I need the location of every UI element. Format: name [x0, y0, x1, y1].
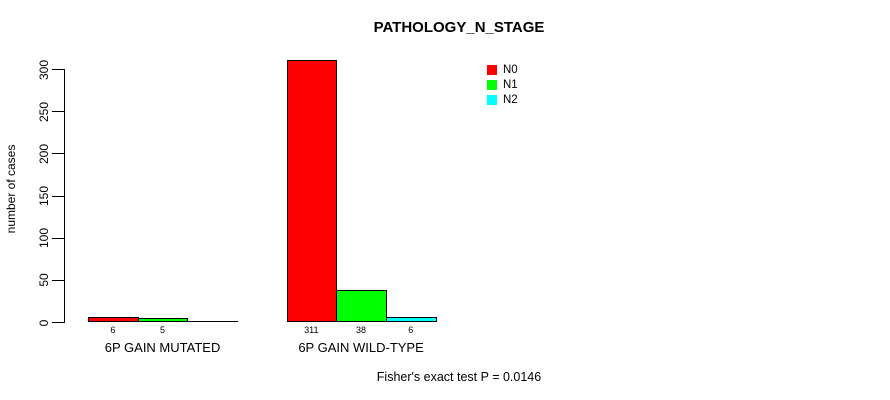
- legend-item: N0: [487, 62, 518, 77]
- y-tick-mark: [52, 322, 64, 323]
- bar: [385, 317, 437, 322]
- legend: N0 N1 N2: [487, 62, 518, 107]
- y-tick-label: 100: [37, 228, 51, 249]
- y-axis-line: [64, 69, 65, 323]
- stat-test-label: Fisher's exact test P = 0.0146: [376, 370, 542, 384]
- bar: [286, 60, 338, 322]
- bar: [336, 290, 387, 322]
- y-tick-label: 200: [37, 143, 51, 164]
- category-label: 6P GAIN MUTATED: [104, 340, 221, 355]
- y-tick-label: 150: [37, 185, 51, 207]
- bar: [88, 317, 139, 322]
- legend-swatch-icon: [487, 94, 497, 105]
- bar-count-label: 311: [304, 325, 319, 335]
- y-tick-label: 50: [37, 273, 51, 288]
- legend-label: N2: [503, 93, 518, 106]
- y-tick-label: 250: [37, 101, 51, 122]
- y-tick-mark: [52, 69, 64, 70]
- bar-count-label: 5: [160, 325, 166, 335]
- legend-swatch-icon: [487, 79, 497, 90]
- legend-label: N0: [503, 63, 518, 76]
- bar: [137, 318, 189, 322]
- y-tick-mark: [52, 279, 64, 281]
- y-tick-mark: [52, 111, 64, 113]
- y-tick-mark: [52, 153, 64, 155]
- bar-count-label: 38: [356, 325, 367, 335]
- category-label: 6P GAIN WILD-TYPE: [298, 340, 424, 355]
- y-tick-mark: [52, 195, 64, 197]
- y-tick-label: 300: [37, 59, 51, 80]
- legend-item: N1: [487, 77, 518, 92]
- y-axis-label: number of cases: [4, 144, 18, 234]
- legend-label: N1: [503, 78, 518, 91]
- chart-title: PATHOLOGY_N_STAGE: [373, 19, 545, 36]
- y-tick-mark: [52, 237, 64, 239]
- legend-swatch-icon: [487, 64, 497, 75]
- legend-item: N2: [487, 92, 518, 107]
- bar: [187, 321, 239, 322]
- bar-count-label: 6: [110, 325, 116, 335]
- bar-count-label: 6: [408, 325, 414, 335]
- y-tick-label: 0: [37, 319, 51, 326]
